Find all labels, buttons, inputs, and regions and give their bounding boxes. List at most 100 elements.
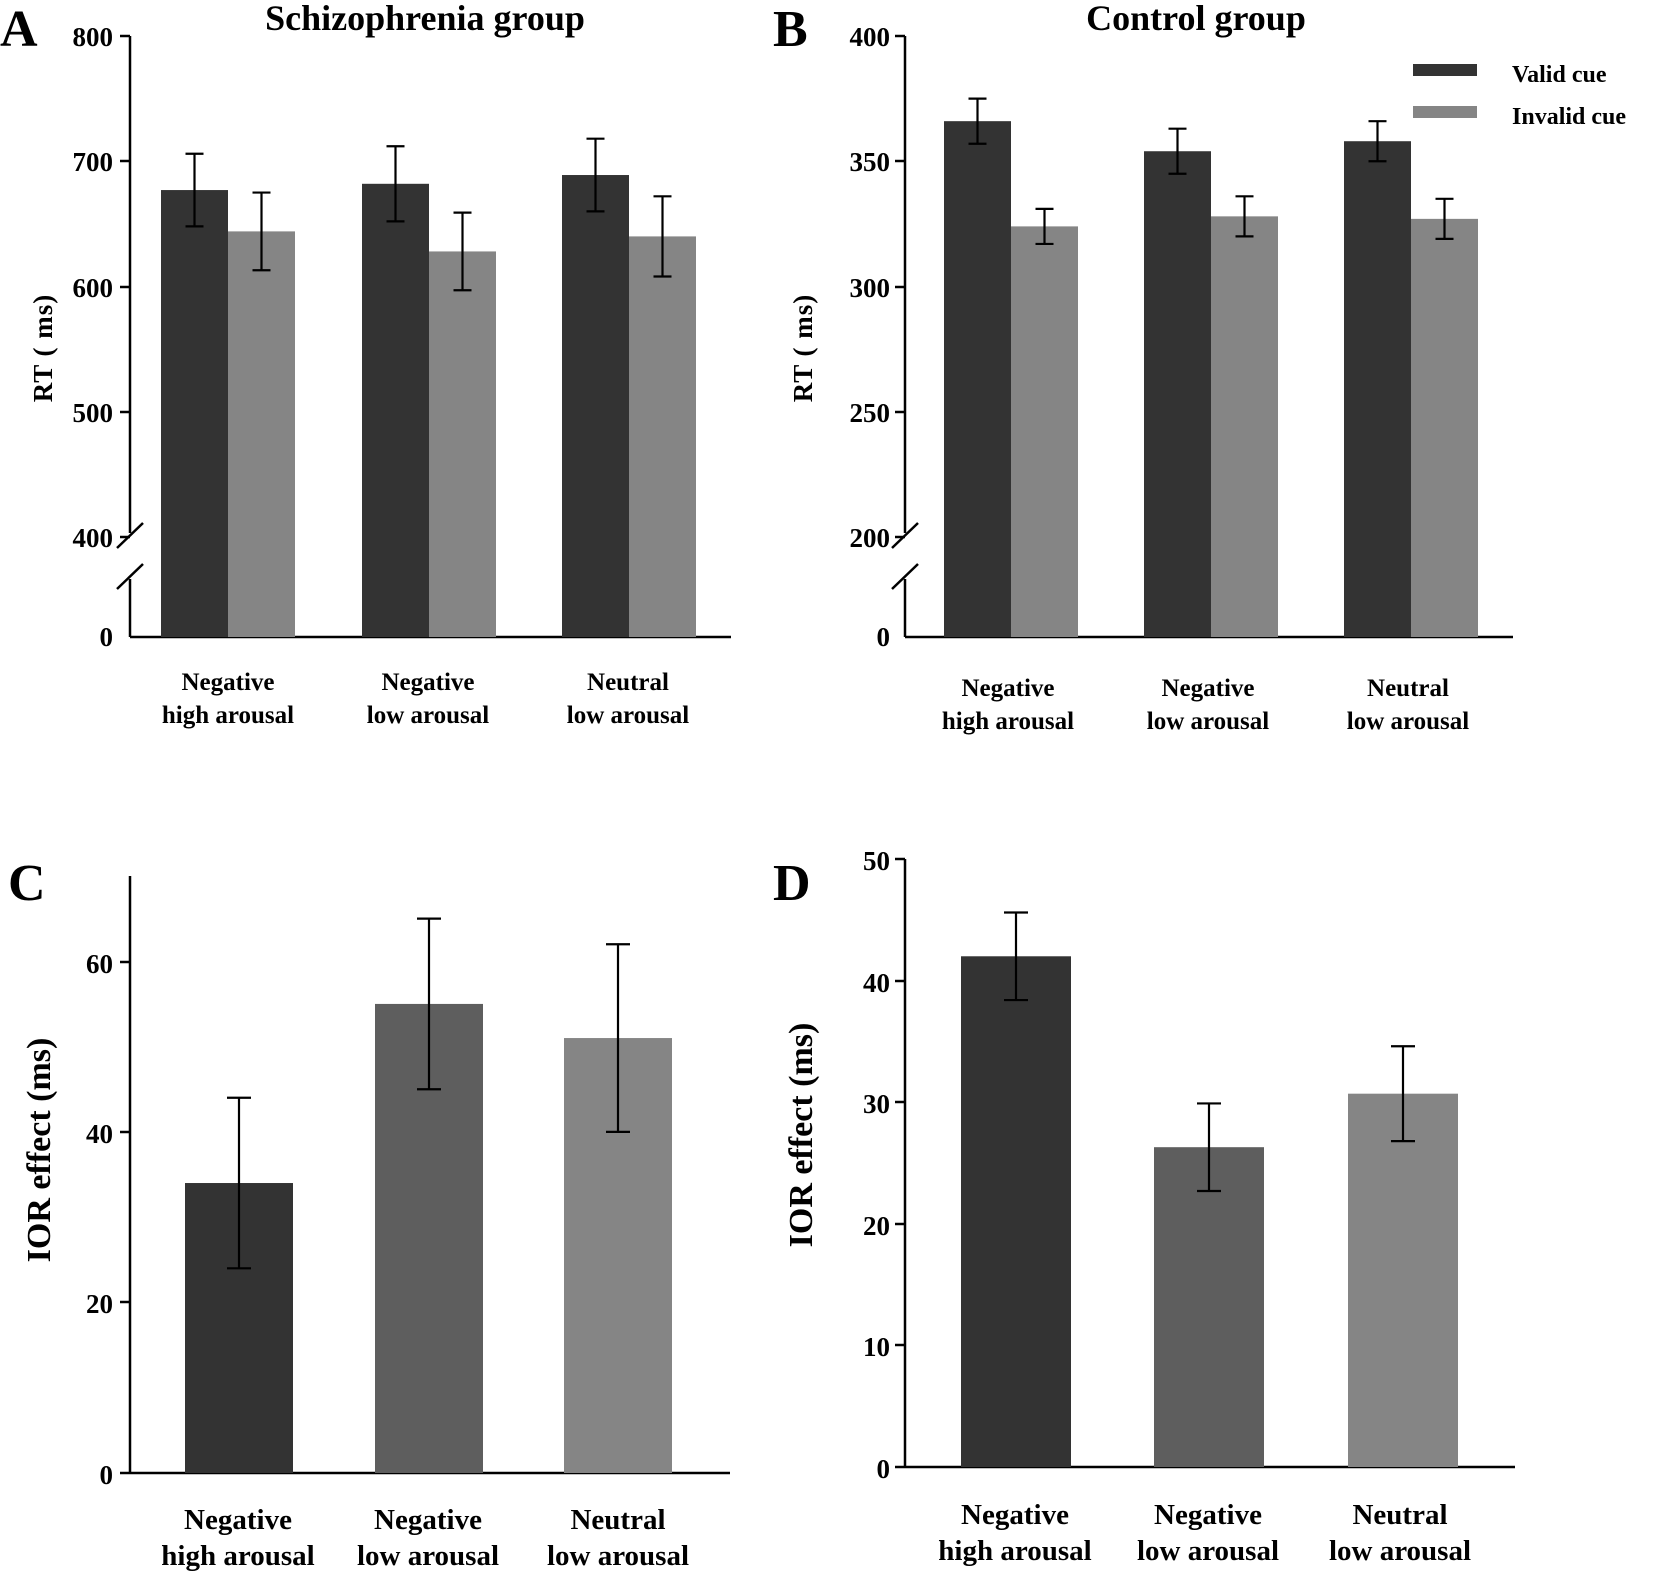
panel-a-error-bar-valid-negative-high xyxy=(185,152,204,228)
panel-b-error-bar-valid-neutral-low xyxy=(1368,120,1387,163)
panel-a-category-1-line-1: Negative xyxy=(181,669,274,696)
panel-b-error-bar-invalid-negative-high xyxy=(1035,207,1054,246)
panel-c-error-bar-negative-high xyxy=(227,1096,251,1270)
panel-a-tick-label-600: 600 xyxy=(73,273,114,303)
panel-a-tick-label-500: 500 xyxy=(73,398,114,428)
panel-b-tick-label-400: 400 xyxy=(850,22,891,52)
panel-a-bar-invalid-negative-low xyxy=(429,251,496,637)
panel-a-bar-valid-negative-low xyxy=(362,183,429,638)
panel-c-y-label: IOR effect (ms) xyxy=(21,1038,58,1263)
panel-b-break-mark-upper xyxy=(891,522,919,549)
panel-a-tick-label-700: 700 xyxy=(73,147,114,177)
panel-b-error-bar-valid-negative-low xyxy=(1168,127,1187,175)
panel-d-error-bar-negative-low xyxy=(1197,1102,1221,1193)
panel-b-bar-valid-negative-high xyxy=(944,121,1011,638)
panel-c-category-3-line-1: Neutral xyxy=(570,1504,665,1536)
panel-a-error-bar-invalid-negative-low xyxy=(453,211,472,292)
panel-c-tick-label-0: 0 xyxy=(100,1460,114,1490)
panel-a-category-1-line-2: high arousal xyxy=(162,702,294,729)
panel-a-bar-valid-negative-high xyxy=(161,190,228,637)
panel-d-category-3-line-1: Neutral xyxy=(1352,1499,1447,1531)
panel-c-error-bar-neutral-low xyxy=(606,943,630,1133)
panel-a-break-mark-lower xyxy=(116,563,144,590)
panel-c-category-1-line-2: high arousal xyxy=(161,1540,314,1572)
panel-b-category-1-line-1: Negative xyxy=(961,675,1054,702)
panel-a-error-bar-valid-neutral-low xyxy=(586,137,605,213)
panel-a-y-label: RT ( ms) xyxy=(28,294,58,403)
panel-a-error-bar-invalid-neutral-low xyxy=(653,195,672,278)
panel-a-category-3-line-2: low arousal xyxy=(567,702,690,729)
panel-d-bar-negative-low xyxy=(1154,1147,1264,1467)
panel-b-tick-label-250: 250 xyxy=(850,398,891,428)
panel-letter-d: D xyxy=(773,855,811,912)
panel-a-tick-label-800: 800 xyxy=(73,22,114,52)
panel-c-category-1-line-1: Negative xyxy=(184,1504,292,1536)
panel-b-bar-invalid-negative-high xyxy=(1011,226,1078,637)
legend-label-valid: Valid cue xyxy=(1512,62,1607,88)
panel-d-category-1-line-2: high arousal xyxy=(938,1535,1091,1567)
panel-d-tick-label-40: 40 xyxy=(863,968,890,998)
panel-a-category-2-line-2: low arousal xyxy=(367,702,490,729)
panel-b-error-bar-valid-negative-high xyxy=(968,97,987,145)
panel-d-y-label: IOR effect (ms) xyxy=(783,1023,820,1248)
panel-a-title: Schizophrenia group xyxy=(265,0,585,38)
panel-d-category-2-line-2: low arousal xyxy=(1137,1535,1279,1567)
panel-letter-c: C xyxy=(8,855,46,912)
panel-b-category-2-line-1: Negative xyxy=(1161,675,1254,702)
panel-c-tick-label-60: 60 xyxy=(86,949,113,979)
panel-c-tick-label-20: 20 xyxy=(86,1289,113,1319)
panel-b-bar-invalid-negative-low xyxy=(1211,216,1278,638)
panel-d-category-2-line-1: Negative xyxy=(1154,1499,1262,1531)
panel-d-category-1-line-1: Negative xyxy=(961,1499,1069,1531)
panel-c-tick-label-40: 40 xyxy=(86,1119,113,1149)
panel-a-break-mark-upper xyxy=(116,522,144,549)
legend-swatch-valid xyxy=(1413,64,1477,76)
panel-d-bar-negative-high xyxy=(961,956,1071,1467)
panel-b-category-3-line-1: Neutral xyxy=(1367,675,1449,702)
panel-b-error-bar-invalid-neutral-low xyxy=(1435,197,1454,241)
legend-label-invalid: Invalid cue xyxy=(1512,104,1626,130)
panel-letter-a: A xyxy=(0,1,38,58)
panel-d-tick-label-20: 20 xyxy=(863,1211,890,1241)
panel-a: A Schizophrenia group RT ( ms) 800 700 6… xyxy=(0,0,731,729)
panel-b-category-1-line-2: high arousal xyxy=(942,708,1074,735)
panel-c-category-2-line-2: low arousal xyxy=(357,1540,499,1572)
panel-b-tick-label-350: 350 xyxy=(850,147,891,177)
panel-c-category-3-line-2: low arousal xyxy=(547,1540,689,1572)
panel-d-tick-label-0: 0 xyxy=(877,1454,891,1484)
panel-d-error-bar-neutral-low xyxy=(1391,1045,1415,1143)
panel-b: B Control group RT ( ms) 400 350 300 250… xyxy=(773,0,1626,735)
legend-swatch-invalid xyxy=(1413,106,1477,118)
panel-b-tick-label-0: 0 xyxy=(877,622,891,652)
panel-b-bar-valid-negative-low xyxy=(1144,151,1211,638)
panel-d-category-3-line-2: low arousal xyxy=(1329,1535,1471,1567)
panel-a-tick-label-400: 400 xyxy=(73,523,114,553)
panel-b-bar-invalid-neutral-low xyxy=(1411,218,1478,638)
panel-a-category-2-line-1: Negative xyxy=(381,669,474,696)
panel-d-error-bar-negative-high xyxy=(1004,911,1028,1002)
panel-letter-b: B xyxy=(773,1,808,58)
panel-c-error-bar-negative-low xyxy=(417,917,441,1091)
panel-a-category-3-line-1: Neutral xyxy=(587,669,669,696)
panel-b-bar-valid-neutral-low xyxy=(1344,141,1411,637)
panel-b-y-label: RT ( ms) xyxy=(788,294,818,403)
panel-a-bar-invalid-negative-high xyxy=(228,231,295,637)
panel-a-error-bar-valid-negative-low xyxy=(386,145,405,223)
panel-d-tick-label-50: 50 xyxy=(863,846,890,876)
panel-b-tick-label-200: 200 xyxy=(850,523,891,553)
panel-a-bar-valid-neutral-low xyxy=(562,175,629,637)
panel-d: D IOR effect (ms) 0 10 20 30 40 50 Negat… xyxy=(773,846,1515,1567)
panel-c: C IOR effect (ms) 0 20 40 60 Negative hi… xyxy=(8,855,730,1572)
panel-b-category-3-line-2: low arousal xyxy=(1347,708,1470,735)
panel-d-bar-neutral-low xyxy=(1348,1093,1458,1467)
panel-c-category-2-line-1: Negative xyxy=(374,1504,482,1536)
panel-a-error-bar-invalid-negative-high xyxy=(252,191,271,272)
panel-b-title: Control group xyxy=(1086,0,1306,38)
panel-b-category-2-line-2: low arousal xyxy=(1147,708,1270,735)
panel-b-tick-label-300: 300 xyxy=(850,273,891,303)
panel-a-tick-label-0: 0 xyxy=(100,622,114,652)
panel-a-bar-invalid-neutral-low xyxy=(629,236,696,637)
panel-b-error-bar-invalid-negative-low xyxy=(1235,195,1254,238)
panel-b-break-mark-lower xyxy=(891,563,919,590)
